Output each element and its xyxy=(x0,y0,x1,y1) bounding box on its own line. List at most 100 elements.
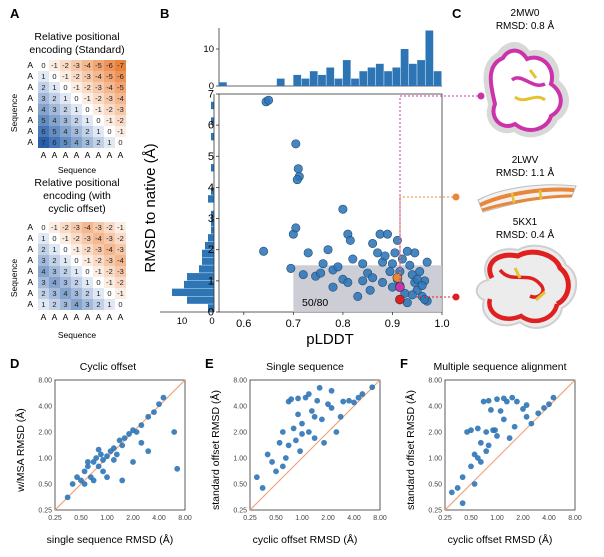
cyclic-matrix-row-label: A xyxy=(27,266,33,276)
standard-matrix-cell xyxy=(60,60,71,71)
cyclic-matrix-cell xyxy=(49,222,60,233)
main-scatter-point xyxy=(316,268,326,278)
standard-matrix-cell xyxy=(82,93,93,104)
scatter-point xyxy=(468,463,474,470)
panel-a: A Relative positional encoding (Standard… xyxy=(9,6,126,340)
main-scatter-point xyxy=(333,262,343,272)
ytick-label: 4.00 xyxy=(233,404,247,411)
standard-matrix-cell xyxy=(104,104,115,115)
standard-title-line2: encoding (Standard) xyxy=(29,44,124,56)
standard-matrix-row-label: A xyxy=(27,93,33,103)
standard-matrix-cell-value: 0 xyxy=(85,105,89,114)
cyclic-matrix-cell-value: 2 xyxy=(85,289,89,298)
main-ytick-label: 6 xyxy=(208,120,214,132)
connector-2lwv xyxy=(399,196,455,282)
main-scatter-point xyxy=(382,229,392,239)
xtick-label: 2.00 xyxy=(321,515,335,522)
cyclic-matrix-cell xyxy=(49,299,60,310)
cyclic-matrix-cell-value: 4 xyxy=(52,278,56,287)
connector-2lwv-dot xyxy=(452,193,460,201)
cyclic-matrix-cell-value: -2 xyxy=(62,223,69,232)
scatter-point xyxy=(477,439,484,446)
top-hist-bar xyxy=(309,71,318,86)
cyclic-matrix-cell-value: -1 xyxy=(84,256,91,265)
main-scatter-point xyxy=(264,95,274,105)
cyclic-matrix-cell xyxy=(115,299,126,310)
cyclic-matrix-row-label: A xyxy=(27,233,33,243)
cyclic-matrix-col-label: A xyxy=(63,312,69,322)
standard-matrix-col-label: A xyxy=(118,150,124,160)
main-xlabel: pLDDT xyxy=(306,331,354,348)
standard-matrix-cell xyxy=(38,93,49,104)
identity-line xyxy=(444,379,576,511)
main-scatter-point xyxy=(392,235,402,245)
standard-matrix-row-label: A xyxy=(27,60,33,70)
standard-matrix-cell xyxy=(60,115,71,126)
standard-matrix-cell xyxy=(115,126,126,137)
main-scatter-point xyxy=(338,204,348,214)
scatter-point xyxy=(64,494,71,501)
scatter-point xyxy=(100,457,106,463)
scatter-point xyxy=(133,429,140,435)
standard-matrix-cell xyxy=(115,82,126,93)
cyclic-matrix-cell-value: 2 xyxy=(41,245,45,254)
scatter-point xyxy=(264,451,271,458)
standard-matrix-cell xyxy=(38,115,49,126)
top-hist-bar xyxy=(301,78,310,86)
panel-b: B 0 10 10 0 50/80 0 1 2 3 4 5 6 7 0.6 0.7 0.8 0.9 1… xyxy=(142,6,485,348)
cyclic-matrix-col-label: A xyxy=(118,312,124,322)
cyclic-matrix-cell-value: 3 xyxy=(63,278,67,287)
scatter-point xyxy=(253,474,260,481)
cyclic-matrix-cell xyxy=(93,244,104,255)
standard-matrix-col-label: A xyxy=(52,150,58,160)
cyclic-matrix-cell-value: 2 xyxy=(52,256,56,265)
highlight-point-5kx1 xyxy=(395,294,405,305)
cyclic-matrix-cell-value: -3 xyxy=(117,267,124,276)
cyclic-matrix-row-label: A xyxy=(27,277,33,287)
scatter-point xyxy=(340,398,347,405)
scatter-point xyxy=(69,481,76,487)
scatter-point xyxy=(488,407,494,413)
left-hist-bar xyxy=(205,241,214,250)
standard-matrix-cell xyxy=(71,71,82,82)
struct-3-rmsd: RMSD: 0.4 Å xyxy=(496,228,555,241)
scatter-point xyxy=(160,394,167,401)
standard-matrix-cell-value: 2 xyxy=(52,94,56,103)
standard-matrix-cell-value: 4 xyxy=(74,138,78,147)
cyclic-matrix-cell xyxy=(49,255,60,266)
cyclic-matrix-cell-value: -4 xyxy=(84,223,91,232)
cyclic-matrix-cell xyxy=(60,288,71,299)
cyclic-matrix-cell-value: 1 xyxy=(63,256,67,265)
standard-matrix-cell xyxy=(93,60,104,71)
ytick-label: 1.00 xyxy=(428,456,442,463)
scatter-point xyxy=(90,477,97,484)
panel-d-xlabel: single sequence RMSD (Å) xyxy=(47,533,174,546)
standard-matrix-cell xyxy=(115,104,126,115)
scatter-point xyxy=(130,459,136,465)
left-hist-bar xyxy=(211,226,214,234)
standard-ylabel: Sequence xyxy=(9,94,19,133)
standard-matrix-cell xyxy=(93,82,104,93)
standard-matrix-cell-value: 2 xyxy=(74,116,78,125)
cyclic-matrix-cell-value: -3 xyxy=(117,245,124,254)
cyclic-matrix-cell-value: 0 xyxy=(63,245,67,254)
cyclic-matrix-cell-value: 4 xyxy=(41,267,45,276)
cyclic-matrix-cell-value: 0 xyxy=(41,223,45,232)
standard-matrix-cell xyxy=(71,82,82,93)
standard-matrix-cell xyxy=(49,104,60,115)
scatter-point xyxy=(259,485,266,491)
standard-matrix-cell-value: -6 xyxy=(106,61,113,70)
left-hist-bar xyxy=(211,132,214,141)
main-scatter-point xyxy=(353,291,363,301)
panel-letter-b: B xyxy=(160,6,169,21)
main-scatter-point xyxy=(380,251,390,261)
standard-matrix-cell xyxy=(115,71,126,82)
scatter-point xyxy=(528,420,535,427)
struct-1-name: 2MW0 xyxy=(511,8,540,19)
scatter-point xyxy=(448,489,455,496)
cyclic-matrix-cell xyxy=(115,255,126,266)
plot-d: 0.250.25 0.50 0.50 1.00 1.00 2.00 2.00 4.00 4.00… xyxy=(38,378,192,523)
standard-matrix-row-label: A xyxy=(27,104,33,114)
panel-letter-f: F xyxy=(400,356,408,371)
panel-c: C 2MW0 RMSD: 0.8 Å 2LWV RMSD: 1.1 Å 5KX1… xyxy=(452,6,577,329)
